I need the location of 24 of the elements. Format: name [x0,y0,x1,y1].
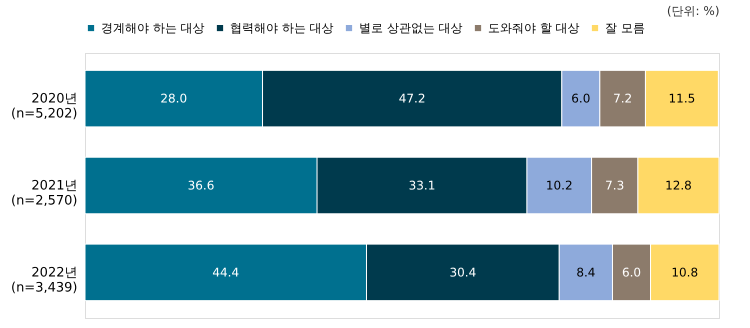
data-label: 7.3 [605,178,624,192]
y-tick-label: 2020년 (n=5,202) [11,92,78,122]
data-label: 8.4 [576,265,596,280]
legend-label: 협력해야 하는 대상 [230,21,334,36]
data-label: 6.0 [571,92,590,106]
data-label: 30.4 [450,265,476,280]
legend-label: 경계해야 하는 대상 [101,21,205,36]
data-label: 12.8 [665,178,692,192]
legend-label: 도와줘야 할 대상 [488,21,580,36]
data-label: 6.0 [622,265,642,280]
data-label: 28.0 [160,92,188,106]
data-label: 7.2 [613,92,632,106]
y-tick-label: 2021년 (n=2,570) [11,178,78,208]
data-label: 47.2 [398,92,426,106]
data-label: 33.1 [408,178,436,192]
data-label: 36.6 [188,178,214,192]
legend-label: 별로 상관없는 대상 [359,21,463,36]
data-label: 10.8 [671,265,698,280]
text: (단위: %) [666,4,720,18]
data-label: 44.4 [212,265,240,280]
data-label: 11.5 [668,92,696,106]
y-tick-label: 2022년 (n=3,439) [11,265,78,296]
legend-label: 잘 모름 [605,21,645,36]
data-label: 10.2 [546,178,573,192]
